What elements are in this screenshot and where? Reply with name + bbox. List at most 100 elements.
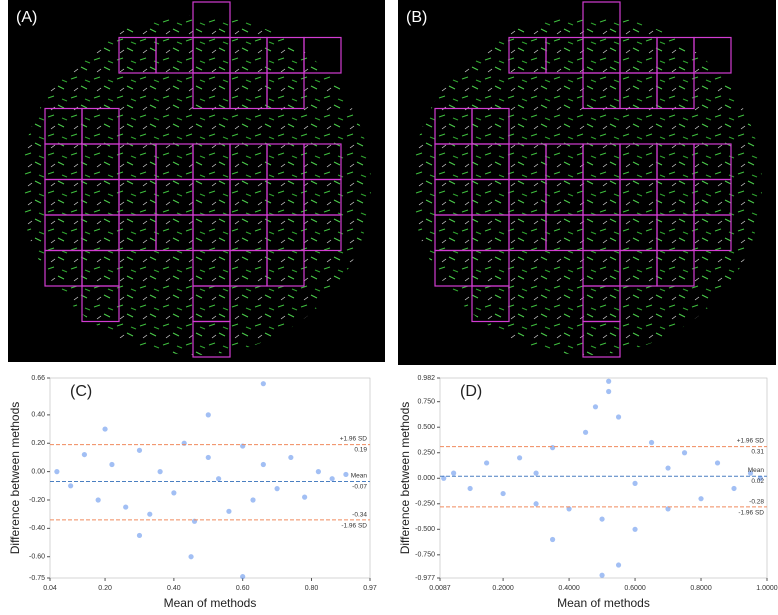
y-tick-label: -0.40 xyxy=(29,525,45,532)
y-tick-label: 0.982 xyxy=(417,375,435,382)
panel-label: (A) xyxy=(16,9,37,26)
point xyxy=(533,501,539,507)
reference-value: 0.31 xyxy=(751,448,764,455)
point xyxy=(302,494,308,500)
x-tick-label: 0.80 xyxy=(305,585,319,592)
panel-label: (C) xyxy=(70,383,92,400)
x-tick-label: 0.8000 xyxy=(690,585,712,592)
y-tick-label: 0.250 xyxy=(417,450,435,457)
y-tick-label: -0.60 xyxy=(29,554,45,561)
point xyxy=(582,429,589,435)
y-tick-label: 0.00 xyxy=(31,468,45,475)
x-tick-label: 0.2000 xyxy=(492,585,514,592)
plot-area xyxy=(49,377,371,579)
roi-grid-a xyxy=(44,1,342,358)
panel-label: (B) xyxy=(406,9,427,26)
reference-value: -0.34 xyxy=(352,512,367,519)
point xyxy=(123,504,129,510)
y-tick-label: 0.000 xyxy=(417,475,435,482)
point xyxy=(731,485,737,492)
y-axis-label: Difference between methods xyxy=(398,402,412,555)
y-tick-label: -0.750 xyxy=(415,552,435,559)
y-tick-label: -0.977 xyxy=(415,575,435,582)
point xyxy=(54,469,60,475)
point xyxy=(205,454,211,461)
x-tick-label: 0.6000 xyxy=(624,585,646,592)
reference-value: 0.02 xyxy=(751,478,764,485)
point xyxy=(599,572,605,578)
point xyxy=(757,475,764,481)
x-tick-label: 0.20 xyxy=(98,585,112,592)
point xyxy=(250,497,256,503)
roi-grid-b xyxy=(434,1,732,358)
y-tick-label: 0.750 xyxy=(417,399,435,406)
y-tick-label: -0.500 xyxy=(415,526,435,533)
reference-label: -1.96 SD xyxy=(341,523,367,530)
x-tick-label: 0.40 xyxy=(167,585,181,592)
point xyxy=(648,439,655,446)
point xyxy=(95,497,101,503)
point xyxy=(274,486,280,492)
y-tick-label: 0.66 xyxy=(31,375,45,382)
y-tick-label: 0.20 xyxy=(31,440,45,447)
reference-value: -0.07 xyxy=(352,483,367,490)
point xyxy=(171,490,177,496)
panel-label: (D) xyxy=(460,383,482,400)
point xyxy=(615,562,622,568)
reference-label: Mean xyxy=(748,467,765,474)
x-axis-label: Mean of methods xyxy=(164,596,257,610)
point xyxy=(747,470,754,476)
point xyxy=(516,455,523,461)
point xyxy=(533,470,539,476)
roi-cell xyxy=(656,72,695,110)
point xyxy=(102,426,108,432)
point xyxy=(566,506,572,512)
point xyxy=(665,465,671,471)
reference-label: +1.96 SD xyxy=(340,435,368,442)
point xyxy=(260,381,266,387)
plot-area xyxy=(439,377,768,579)
point xyxy=(599,516,605,522)
point xyxy=(109,461,115,468)
point xyxy=(240,573,246,580)
point xyxy=(549,445,556,451)
y-tick-label: -0.20 xyxy=(29,497,45,504)
y-tick-label: -0.250 xyxy=(415,501,435,508)
x-tick-label: 0.4000 xyxy=(558,585,580,592)
x-tick-label: 0.60 xyxy=(236,585,250,592)
point xyxy=(606,378,612,384)
point xyxy=(343,471,349,478)
point xyxy=(484,460,490,466)
y-tick-label: 0.500 xyxy=(417,424,435,431)
point xyxy=(467,485,473,492)
point xyxy=(451,470,457,476)
point xyxy=(315,469,321,475)
point xyxy=(147,511,153,517)
roi-cell xyxy=(471,285,510,323)
y-tick-label: 0.40 xyxy=(31,412,45,419)
point xyxy=(205,412,211,418)
x-axis-label: Mean of methods xyxy=(557,596,650,610)
point xyxy=(549,536,556,543)
point xyxy=(136,447,143,453)
x-tick-label: 0.04 xyxy=(43,585,57,592)
point xyxy=(329,476,335,482)
point xyxy=(632,526,638,532)
roi-cell xyxy=(693,36,732,74)
point xyxy=(188,554,194,560)
point xyxy=(665,506,671,512)
roi-cell xyxy=(693,214,732,252)
point xyxy=(260,461,266,468)
y-tick-label: -0.75 xyxy=(29,575,45,582)
x-tick-label: 1.0000 xyxy=(756,585,778,592)
point xyxy=(216,476,222,482)
tissue-a xyxy=(21,15,371,355)
point xyxy=(632,480,638,486)
point xyxy=(136,532,143,539)
point xyxy=(157,469,163,475)
point xyxy=(441,475,447,481)
y-axis-label: Difference between methods xyxy=(8,402,22,555)
reference-value: -0.28 xyxy=(749,499,764,506)
point xyxy=(714,460,721,466)
